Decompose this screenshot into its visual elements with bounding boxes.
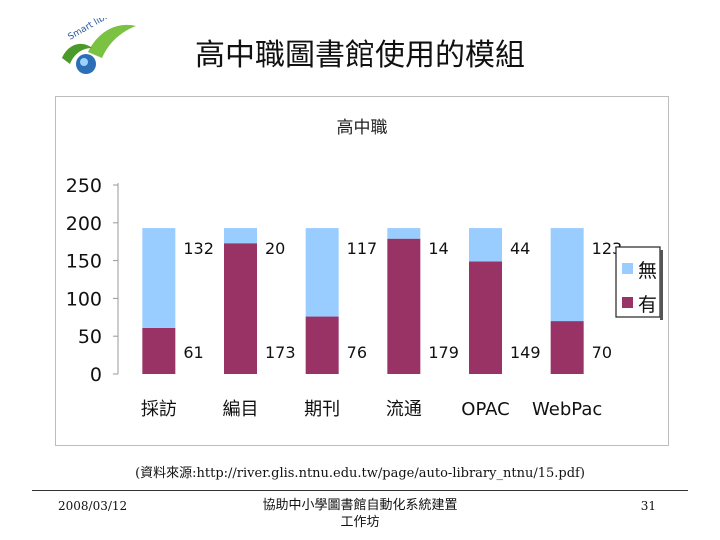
chart-title: 高中職	[337, 118, 388, 138]
legend-label: 有	[638, 294, 657, 316]
data-labels: 61 132 173 20 76 117 179 14 149 44 70 123	[183, 239, 622, 362]
legend-swatch	[622, 297, 633, 308]
data-label: 70	[592, 343, 612, 362]
y-tick-label: 200	[66, 213, 102, 235]
legend-label: 無	[638, 260, 657, 282]
library-logo: Smart library	[62, 18, 136, 74]
bar-none	[224, 228, 257, 244]
y-axis: 0 50 100 150 200 250	[66, 175, 119, 386]
footer-divider	[32, 490, 688, 491]
category-label: 採訪	[141, 399, 177, 420]
category-label: 編目	[223, 399, 259, 420]
page-number: 31	[640, 499, 656, 513]
footer-date: 2008/03/12	[58, 499, 128, 513]
legend: 無有	[615, 246, 663, 320]
data-label: 76	[347, 343, 367, 362]
data-label: 117	[347, 239, 378, 258]
bar-have	[387, 238, 421, 374]
footer-workshop-title: 協助中小學圖書館自動化系統建置 工作坊	[240, 497, 480, 531]
bar-none	[387, 228, 421, 239]
data-label: 44	[510, 239, 530, 258]
legend-shadow	[660, 250, 663, 320]
bar-have	[142, 327, 176, 374]
data-label: 14	[428, 239, 448, 258]
data-label: 179	[428, 343, 459, 362]
footer-line-1: 協助中小學圖書館自動化系統建置	[262, 498, 458, 513]
category-label: 期刊	[304, 399, 340, 420]
bar-none	[550, 228, 584, 322]
logo-leaf-icon	[88, 24, 136, 58]
category-labels: 採訪 編目 期刊 流通 OPAC WebPac	[141, 399, 602, 420]
y-tick-label: 150	[66, 251, 102, 273]
category-label: OPAC	[461, 399, 509, 420]
y-tick-label: 50	[78, 326, 102, 348]
bar-none	[469, 228, 502, 262]
y-tick-label: 0	[90, 364, 102, 386]
bars	[142, 228, 584, 374]
y-tick-label: 100	[66, 288, 102, 310]
bar-have	[469, 261, 502, 374]
data-label: 149	[510, 343, 541, 362]
bar-none	[142, 228, 176, 328]
data-label: 61	[183, 343, 203, 362]
footer-line-2: 工作坊	[340, 515, 380, 530]
y-tick-label: 250	[66, 175, 102, 197]
data-label: 132	[183, 239, 214, 258]
bar-have	[305, 316, 339, 374]
category-label: 流通	[386, 399, 422, 420]
chart-area: 高中職 0 50 100 150 200 250 61 132 173 20 76 117 179 14…	[55, 96, 669, 446]
data-label: 173	[265, 343, 296, 362]
slide-title: 高中職圖書館使用的模組	[195, 38, 525, 73]
stacked-bar-chart: 高中職 0 50 100 150 200 250 61 132 173 20 76 117 179 14…	[66, 118, 663, 420]
legend-swatch	[622, 263, 633, 274]
data-label: 123	[592, 239, 623, 258]
category-label: WebPac	[532, 399, 602, 420]
bar-have	[550, 321, 584, 374]
data-label: 20	[265, 239, 285, 258]
bar-have	[224, 243, 257, 374]
bar-none	[305, 228, 339, 317]
source-citation: (資料來源:http://river.glis.ntnu.edu.tw/page…	[135, 466, 585, 481]
